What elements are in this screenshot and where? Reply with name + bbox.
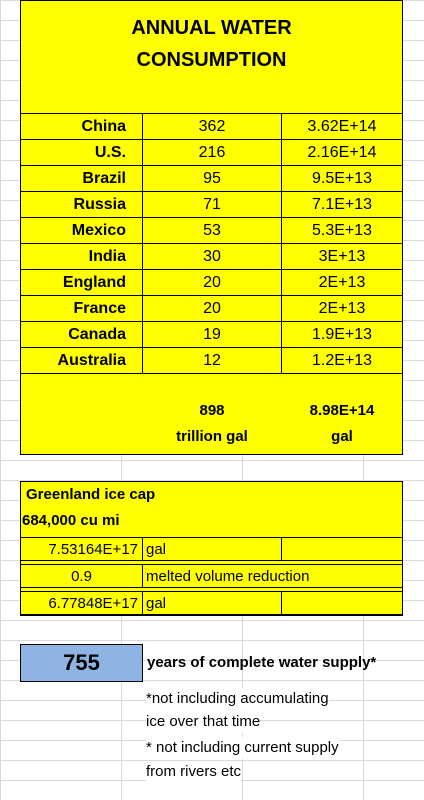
total-trillion-unit: trillion gal <box>176 428 248 445</box>
gal-cell[interactable]: 2E+13 <box>281 269 403 296</box>
note-line-3: * not including current supply <box>146 737 339 759</box>
table-row: India 30 3E+13 <box>20 243 403 270</box>
greenland-block <box>20 481 403 616</box>
gal-cell[interactable]: 7.1E+13 <box>281 191 403 218</box>
gal-cell[interactable]: 5.3E+13 <box>281 217 403 244</box>
gal-cell[interactable]: 9.5E+13 <box>281 165 403 192</box>
greenland-gallons-value[interactable]: 7.53164E+17 <box>20 537 143 561</box>
melted-gallons-value[interactable]: 6.77848E+17 <box>20 591 143 615</box>
country-cell[interactable]: Russia <box>20 191 143 218</box>
years-result-cell[interactable]: 755 <box>20 644 143 682</box>
country-cell[interactable]: England <box>20 269 143 296</box>
years-label[interactable]: years of complete water supply* <box>147 654 377 671</box>
melted-gallons-row: 6.77848E+17 gal <box>20 591 403 615</box>
country-cell[interactable]: China <box>20 113 143 140</box>
greenland-gallons-row: 7.53164E+17 gal <box>20 537 403 561</box>
country-cell[interactable]: Australia <box>20 347 143 374</box>
title-line-2: CONSUMPTION <box>136 49 287 71</box>
gal-cell[interactable]: 2E+13 <box>281 295 403 322</box>
consumption-table <box>20 0 403 455</box>
gal-cell[interactable]: 1.2E+13 <box>281 347 403 374</box>
melted-gallons-unit[interactable]: gal <box>142 591 282 615</box>
total-trillion-value: 898 <box>199 402 225 419</box>
trillion-gal-cell[interactable]: 95 <box>142 165 282 192</box>
table-row: Russia 71 7.1E+13 <box>20 191 403 218</box>
table-row: Mexico 53 5.3E+13 <box>20 217 403 244</box>
gal-cell[interactable]: 3E+13 <box>281 243 403 270</box>
country-cell[interactable]: Brazil <box>20 165 143 192</box>
reduction-factor[interactable]: 0.9 <box>20 564 143 588</box>
title-line-1: ANNUAL WATER <box>131 17 292 39</box>
table-title: ANNUAL WATER CONSUMPTION <box>20 12 403 76</box>
table-row: Australia 12 1.2E+13 <box>20 347 403 374</box>
trillion-gal-cell[interactable]: 30 <box>142 243 282 270</box>
trillion-gal-cell[interactable]: 20 <box>142 295 282 322</box>
empty-cell[interactable] <box>281 537 403 561</box>
table-row: France 20 2E+13 <box>20 295 403 322</box>
gal-cell[interactable]: 3.62E+14 <box>281 113 403 140</box>
note-line-1: *not including accumulating <box>146 688 329 710</box>
trillion-gal-cell[interactable]: 53 <box>142 217 282 244</box>
trillion-gal-cell[interactable]: 362 <box>142 113 282 140</box>
greenland-title[interactable]: Greenland ice cap <box>26 486 156 503</box>
total-gal-value: 8.98E+14 <box>309 402 375 419</box>
trillion-gal-cell[interactable]: 20 <box>142 269 282 296</box>
table-row: Brazil 95 9.5E+13 <box>20 165 403 192</box>
table-row: U.S. 216 2.16E+14 <box>20 139 403 166</box>
reduction-row: 0.9 melted volume reduction <box>20 564 403 588</box>
note-line-2: ice over that time <box>146 711 261 733</box>
table-row: China 362 3.62E+14 <box>20 113 403 140</box>
country-cell[interactable]: Mexico <box>20 217 143 244</box>
greenland-volume[interactable]: 684,000 cu mi <box>22 512 120 529</box>
gal-cell[interactable]: 1.9E+13 <box>281 321 403 348</box>
greenland-gallons-unit[interactable]: gal <box>142 537 282 561</box>
trillion-gal-cell[interactable]: 19 <box>142 321 282 348</box>
note-line-4: from rivers etc <box>146 761 242 783</box>
empty-cell[interactable] <box>281 591 403 615</box>
reduction-label[interactable]: melted volume reduction <box>142 564 403 588</box>
total-gal-cell[interactable]: 8.98E+14 gal <box>281 398 403 450</box>
trillion-gal-cell[interactable]: 71 <box>142 191 282 218</box>
trillion-gal-cell[interactable]: 12 <box>142 347 282 374</box>
table-row: England 20 2E+13 <box>20 269 403 296</box>
country-cell[interactable]: Canada <box>20 321 143 348</box>
country-cell[interactable]: India <box>20 243 143 270</box>
gal-cell[interactable]: 2.16E+14 <box>281 139 403 166</box>
total-trillion-cell[interactable]: 898 trillion gal <box>142 398 282 450</box>
trillion-gal-cell[interactable]: 216 <box>142 139 282 166</box>
country-cell[interactable]: U.S. <box>20 139 143 166</box>
table-row: Canada 19 1.9E+13 <box>20 321 403 348</box>
country-cell[interactable]: France <box>20 295 143 322</box>
total-gal-unit: gal <box>331 428 353 445</box>
